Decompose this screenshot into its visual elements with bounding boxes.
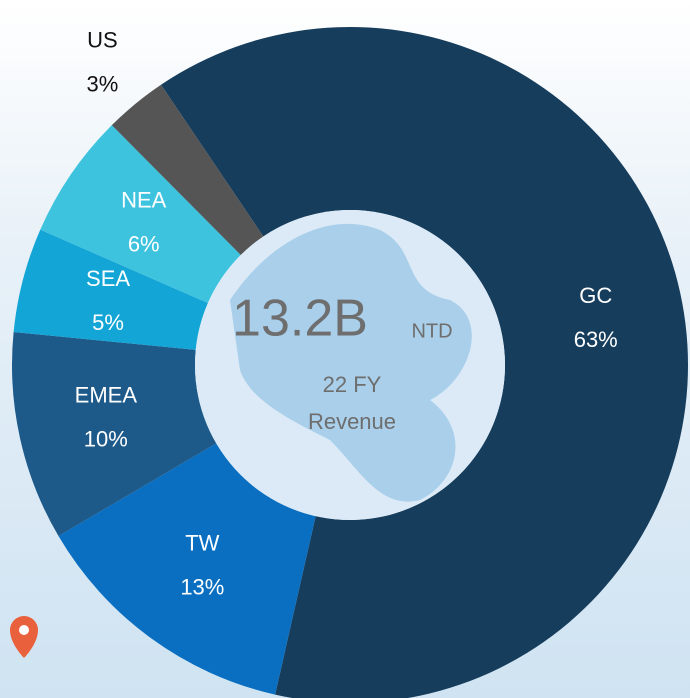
slice-label: 3% <box>87 71 119 96</box>
center-label: 22 FY <box>323 372 382 397</box>
slice <box>11 332 217 537</box>
slice-label: 63% <box>574 327 618 352</box>
slice-name: TW <box>185 531 219 556</box>
slice-name: US <box>87 27 118 52</box>
slice-label: 6% <box>128 232 160 257</box>
slice-name: EMEA <box>75 382 138 407</box>
slice-label: 13% <box>180 575 224 600</box>
slice <box>58 443 316 695</box>
slice <box>40 125 241 303</box>
slice <box>111 84 264 256</box>
center-unit: NTD <box>411 320 452 342</box>
slice <box>13 229 208 350</box>
map-pin <box>10 616 38 658</box>
center-value: 13.2B <box>232 290 368 348</box>
slice-name: GC <box>579 283 612 308</box>
slice <box>160 27 688 698</box>
slice-name: NEA <box>121 188 167 213</box>
slice-label: 10% <box>84 426 128 451</box>
center-label: Revenue <box>308 409 396 434</box>
map-pin-dot <box>19 625 29 635</box>
slice-name: SEA <box>86 266 130 291</box>
slice-label: 5% <box>92 310 124 335</box>
map-decoration <box>230 223 472 502</box>
